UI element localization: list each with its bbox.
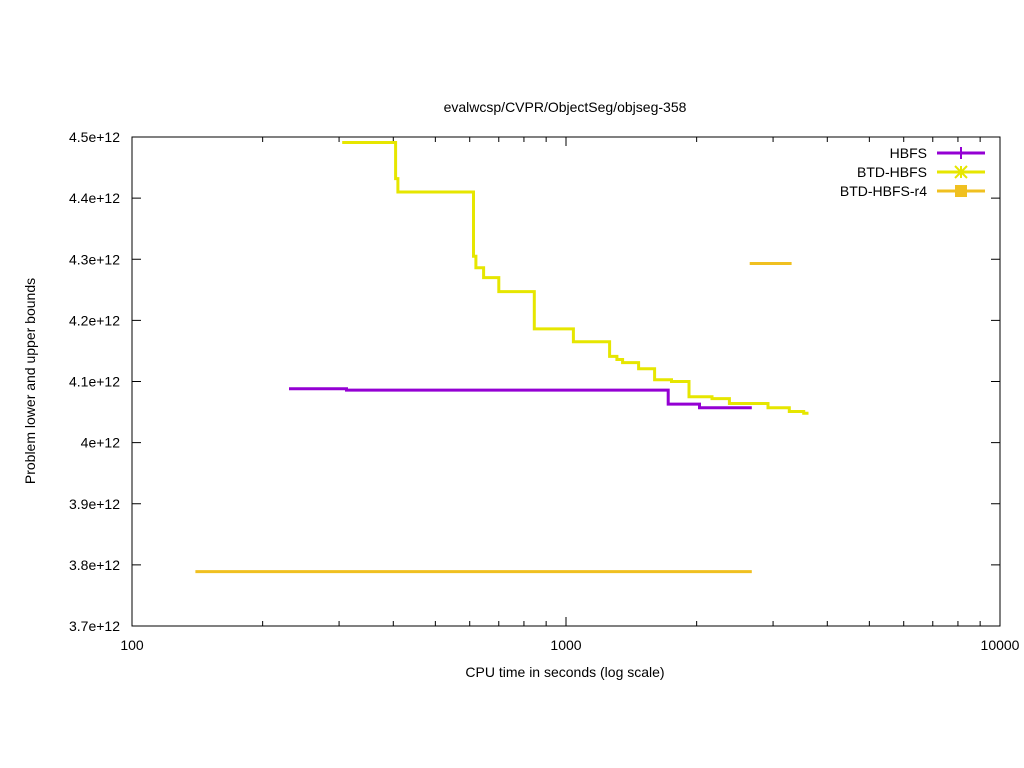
x-tick-label: 10000 — [981, 637, 1020, 653]
legend-label: HBFS — [890, 145, 927, 161]
legend: HBFS BTD-HBFS BTD-HBFS-r4 — [840, 145, 985, 199]
y-axis-title: Problem lower and upper bounds — [22, 278, 38, 484]
y-tick-label: 3.9e+12 — [69, 496, 120, 512]
plot-area — [131, 136, 1001, 627]
series-btd-hbfs — [342, 141, 809, 415]
y-tick-label: 4e+12 — [81, 435, 121, 451]
x-axis-title: CPU time in seconds (log scale) — [465, 664, 664, 680]
plot-frame — [131, 136, 1001, 627]
x-tick-label: 100 — [120, 637, 144, 653]
x-tick-label: 1000 — [550, 637, 581, 653]
y-tick-label: 4.3e+12 — [69, 251, 120, 267]
y-tick-label: 4.4e+12 — [69, 190, 120, 206]
chart-title: evalwcsp/CVPR/ObjectSeg/objseg-358 — [444, 99, 687, 115]
y-tick-label: 3.7e+12 — [69, 618, 120, 634]
y-tick-label: 4.1e+12 — [69, 374, 120, 390]
legend-label: BTD-HBFS — [857, 164, 927, 180]
series-layer — [195, 141, 809, 574]
legend-label: BTD-HBFS-r4 — [840, 183, 927, 199]
series-line — [289, 387, 752, 410]
y-tick-label: 4.5e+12 — [69, 129, 120, 145]
x-axis: 100 1000 10000 — [120, 137, 1020, 653]
legend-marker-star — [954, 165, 968, 179]
series-btd-hbfs-r4 — [195, 262, 792, 574]
y-tick-label: 4.2e+12 — [69, 312, 120, 328]
y-tick-label: 3.8e+12 — [69, 557, 120, 573]
series-line — [342, 141, 809, 415]
series-hbfs — [289, 387, 752, 410]
legend-marker-square — [955, 185, 967, 197]
y-axis: 3.7e+12 3.8e+12 3.9e+12 4e+12 4.1e+12 4.2e+12… — [69, 129, 1000, 634]
